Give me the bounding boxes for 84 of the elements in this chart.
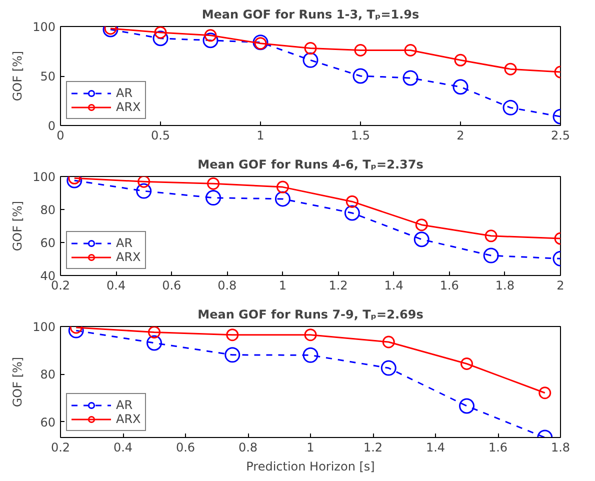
point xyxy=(460,358,473,370)
x-tick-label: 0.2 xyxy=(50,440,70,454)
y-axis-title: GOF [%] xyxy=(10,356,25,408)
x-tick-label: 1.8 xyxy=(495,278,514,292)
x-tick-label: 1.8 xyxy=(550,440,570,454)
legend-label: ARX xyxy=(116,100,141,114)
x-tick-label: 0.4 xyxy=(106,278,126,292)
y-tick-label: 100 xyxy=(32,170,56,184)
x-tick-label: 0 xyxy=(56,128,64,142)
legend-label: ARX xyxy=(116,412,141,426)
point xyxy=(202,32,218,48)
x-tick-label: 2 xyxy=(456,128,464,142)
x-tick-label: 0.5 xyxy=(150,128,170,142)
x-tick-label: 1.2 xyxy=(328,278,348,292)
point xyxy=(152,30,168,46)
x-tick-label: 1.5 xyxy=(350,128,370,142)
y-tick-label: 80 xyxy=(40,203,56,217)
point xyxy=(402,70,418,86)
point xyxy=(224,347,240,363)
x-tick-label: 0.8 xyxy=(218,278,237,292)
x-tick-label: 1 xyxy=(256,128,264,142)
point xyxy=(274,191,290,207)
y-axis-title: GOF [%] xyxy=(10,200,25,252)
point xyxy=(207,177,220,190)
x-tick-label: 1 xyxy=(278,278,287,292)
x-tick-label: 1 xyxy=(306,440,314,454)
point xyxy=(484,230,498,242)
point xyxy=(344,205,360,221)
legend-label: ARX xyxy=(116,250,141,264)
point xyxy=(415,218,428,232)
y-tick-label: 50 xyxy=(40,70,56,84)
x-tick-label: 1.4 xyxy=(426,440,446,454)
x-tick-label: 0.2 xyxy=(50,278,70,292)
point xyxy=(148,326,160,338)
point xyxy=(502,100,518,116)
y-tick-label: 80 xyxy=(40,368,56,382)
point xyxy=(146,335,162,351)
point xyxy=(302,347,318,363)
point xyxy=(346,195,358,208)
chart-title: Mean GOF for Runs 1-3, Tₚ=1.9s xyxy=(202,8,420,22)
x-tick-label: 2 xyxy=(556,278,564,292)
point xyxy=(454,54,467,66)
point xyxy=(136,183,152,199)
point xyxy=(302,52,318,68)
point xyxy=(538,386,552,400)
point xyxy=(414,232,430,248)
point xyxy=(354,44,367,56)
point xyxy=(204,29,217,42)
point xyxy=(504,62,517,76)
x-tick-label: 0.6 xyxy=(162,278,182,292)
x-axis-title: Prediction Horizon [s] xyxy=(246,460,375,474)
point xyxy=(304,42,317,55)
point xyxy=(226,328,239,342)
x-tick-label: 2.5 xyxy=(550,128,570,142)
point xyxy=(154,26,167,39)
legend-label: AR xyxy=(116,236,134,250)
y-tick-label: 100 xyxy=(32,320,56,334)
legend-label: AR xyxy=(116,86,134,100)
point xyxy=(304,328,317,342)
point xyxy=(459,398,474,414)
y-tick-label: 0 xyxy=(48,119,56,133)
point xyxy=(276,180,289,194)
point xyxy=(206,190,222,206)
x-tick-label: 1.6 xyxy=(488,440,508,454)
x-tick-label: 0.4 xyxy=(113,440,133,454)
y-axis-title: GOF [%] xyxy=(10,50,25,102)
point xyxy=(380,360,396,376)
chart-title: Mean GOF for Runs 4-6, Tₚ=2.37s xyxy=(198,158,424,172)
y-tick-label: 100 xyxy=(32,20,56,34)
point xyxy=(138,176,150,188)
x-tick-label: 0.6 xyxy=(176,440,196,454)
x-tick-label: 1.2 xyxy=(363,440,383,454)
point xyxy=(483,248,499,264)
point xyxy=(382,336,395,348)
point xyxy=(352,68,368,84)
point xyxy=(404,44,417,56)
x-tick-label: 1.6 xyxy=(440,278,459,292)
point xyxy=(452,79,468,95)
y-tick-label: 60 xyxy=(40,415,56,430)
x-tick-label: 1.4 xyxy=(384,278,404,292)
legend-label: AR xyxy=(116,398,134,412)
x-tick-label: 0.8 xyxy=(238,440,258,454)
chart-title: Mean GOF for Runs 7-9, Tₚ=2.69s xyxy=(198,308,424,322)
y-tick-label: 60 xyxy=(40,236,56,250)
